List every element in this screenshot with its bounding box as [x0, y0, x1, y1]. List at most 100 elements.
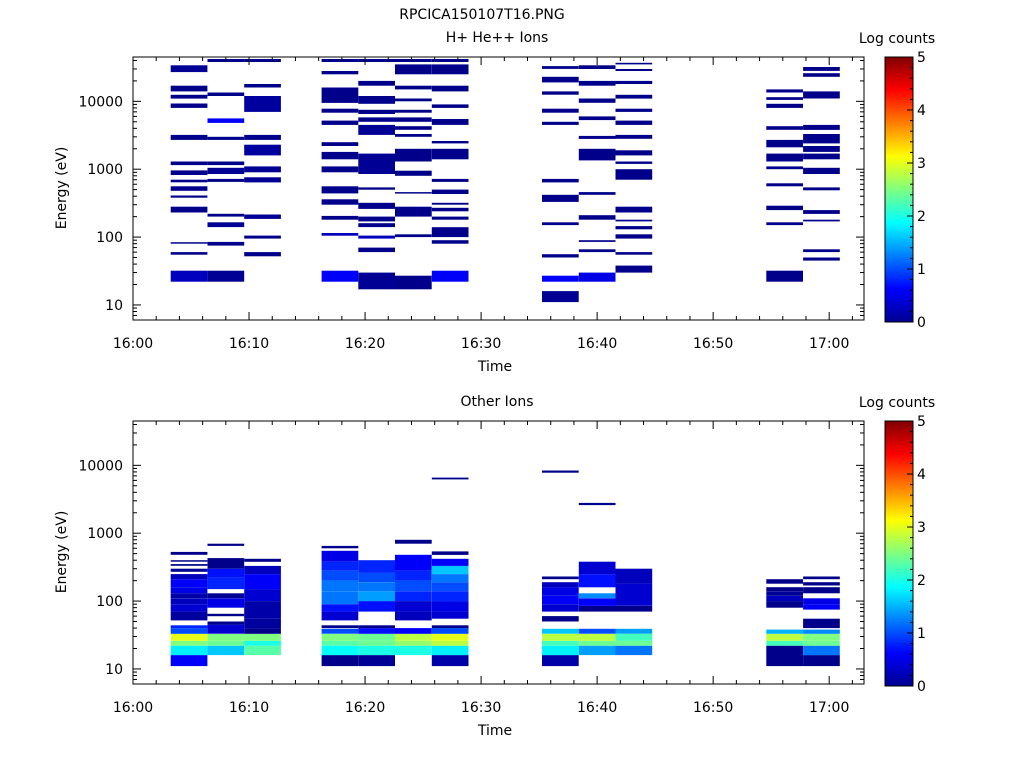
heatmap-cell: [207, 568, 245, 578]
heatmap-cell: [615, 640, 653, 646]
heatmap-cell: [803, 124, 840, 130]
heatmap-cell: [431, 601, 469, 612]
heatmap-cell: [395, 275, 432, 290]
heatmap-cell: [170, 625, 208, 629]
colorbar: [884, 56, 914, 323]
heatmap-cell: [766, 640, 803, 646]
heatmap-cell: [766, 205, 803, 211]
heatmap-cell: [578, 65, 616, 69]
heatmap-cell: [578, 98, 616, 103]
x-tick-label: 16:10: [229, 700, 269, 716]
heatmap-cell: [321, 591, 359, 605]
heatmap-cell: [766, 595, 803, 602]
heatmap-cell: [244, 558, 281, 562]
heatmap-cell: [615, 568, 653, 584]
heatmap-cell: [321, 604, 359, 612]
x-tick-label: 16:40: [577, 336, 617, 352]
heatmap-cell: [431, 270, 469, 282]
heatmap-cell: [321, 655, 359, 667]
heatmap-cell: [578, 640, 616, 646]
heatmap-cell: [615, 150, 653, 156]
x-axis-label: Time: [477, 359, 512, 375]
y-axis-label: Energy (eV): [54, 147, 70, 230]
heatmap-cell: [395, 601, 432, 612]
heatmap-cell: [207, 213, 245, 217]
x-tick-label: 16:30: [461, 336, 501, 352]
heatmap-cell: [358, 582, 395, 592]
heatmap-cell: [431, 640, 469, 646]
heatmap-cell: [803, 633, 840, 641]
heatmap-cell: [358, 153, 395, 174]
heatmap-cell: [615, 645, 653, 656]
heatmap-cell: [321, 166, 359, 173]
heatmap-cell: [170, 628, 208, 634]
heatmap-cell: [358, 80, 395, 86]
heatmap-cell: [578, 502, 616, 506]
heatmap-cell: [395, 64, 432, 75]
y-tick-label: 100: [96, 594, 123, 610]
heatmap-cell: [207, 621, 245, 625]
x-axis-label: Time: [477, 723, 512, 739]
heatmap-cell: [207, 178, 245, 182]
heatmap-cell: [358, 572, 395, 583]
heatmap-cell: [244, 134, 281, 140]
heatmap-cell: [803, 582, 840, 586]
x-tick-label: 16:00: [113, 700, 153, 716]
heatmap-cell: [170, 195, 208, 198]
heatmap-cell: [766, 166, 803, 170]
heatmap-cell: [170, 270, 208, 282]
heatmap-cell: [803, 629, 840, 634]
heatmap-cell: [578, 605, 616, 612]
heatmap-cell: [207, 633, 245, 641]
heatmap-cell: [358, 640, 395, 646]
heatmap-cell: [431, 633, 469, 641]
heatmap-cell: [358, 216, 395, 222]
heatmap-cell: [431, 141, 469, 144]
heatmap-cell: [321, 628, 359, 634]
heatmap-cell: [395, 59, 432, 62]
heatmap-cell: [766, 222, 803, 226]
heatmap-cell: [395, 554, 432, 571]
heatmap-cell: [431, 59, 469, 62]
plot-frame: [132, 420, 865, 685]
heatmap-cell: [321, 120, 359, 125]
x-tick-label: 16:50: [693, 700, 733, 716]
heatmap-cell: [244, 618, 281, 629]
heatmap-cell: [542, 222, 579, 226]
heatmap-cell: [395, 126, 432, 130]
heatmap-cell: [244, 177, 281, 183]
y-tick-label: 1000: [87, 162, 123, 178]
heatmap-cell: [321, 108, 359, 113]
heatmap-cell: [170, 579, 208, 588]
heatmap-cell: [431, 477, 469, 480]
panel-title: Other Ions: [460, 394, 533, 410]
colorbar-tick-label: 1: [917, 626, 926, 642]
heatmap-cell: [542, 645, 579, 656]
heatmap-cell: [615, 234, 653, 239]
heatmap-cell: [207, 577, 245, 590]
heatmap-cell: [542, 595, 579, 605]
heatmap-cell: [578, 116, 616, 121]
heatmap-cell: [170, 551, 208, 555]
heatmap-cell: [358, 655, 395, 667]
y-tick-label: 10: [105, 662, 123, 678]
heatmap-cell: [207, 92, 245, 96]
y-tick-label: 10: [105, 298, 123, 314]
heatmap-cell: [170, 598, 208, 605]
heatmap-cell: [803, 73, 840, 77]
heatmap-cell: [542, 655, 579, 667]
heatmap-cell: [542, 470, 579, 473]
heatmap-cell: [803, 210, 840, 214]
heatmap-cell: [542, 275, 579, 282]
heatmap-cell: [431, 551, 469, 555]
heatmap-cell: [358, 628, 395, 634]
heatmap-cell: [766, 97, 803, 100]
heatmap-cell: [321, 580, 359, 592]
heatmap-cell: [358, 59, 395, 62]
heatmap-cell: [395, 640, 432, 646]
heatmap-cell: [766, 587, 803, 592]
heatmap-cell: [358, 187, 395, 190]
heatmap-cell: [578, 593, 616, 599]
heatmap-cell: [578, 80, 616, 86]
heatmap-cell: [578, 561, 616, 574]
